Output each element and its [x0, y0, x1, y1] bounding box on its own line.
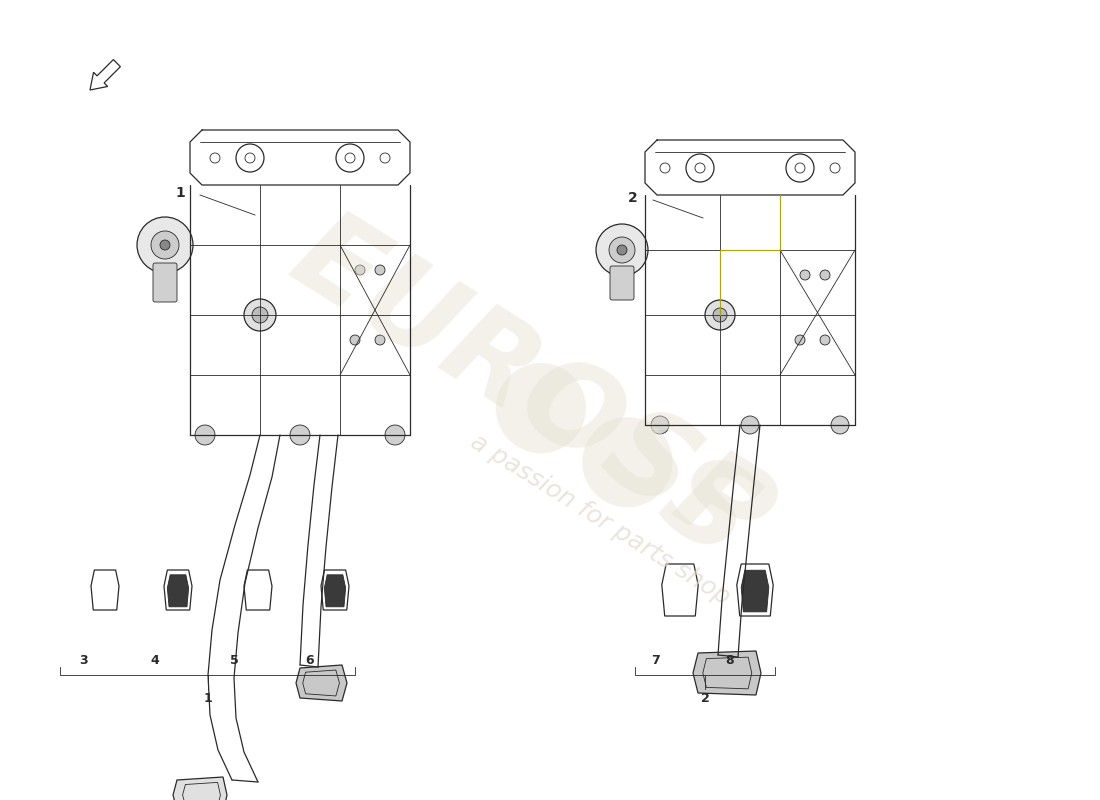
Circle shape — [252, 307, 268, 323]
Circle shape — [830, 416, 849, 434]
Polygon shape — [173, 777, 227, 800]
Circle shape — [820, 270, 830, 280]
Text: a passion for parts shop: a passion for parts shop — [466, 430, 734, 610]
Text: EUROSP: EUROSP — [271, 198, 789, 582]
Circle shape — [138, 217, 192, 273]
Circle shape — [713, 308, 727, 322]
Circle shape — [151, 231, 179, 259]
Circle shape — [355, 265, 365, 275]
Text: 8: 8 — [726, 654, 735, 666]
Polygon shape — [167, 574, 188, 606]
Polygon shape — [741, 570, 769, 612]
Text: 4: 4 — [151, 654, 160, 666]
Circle shape — [820, 335, 830, 345]
Circle shape — [195, 425, 214, 445]
Circle shape — [800, 270, 810, 280]
Polygon shape — [693, 651, 761, 695]
Polygon shape — [296, 665, 346, 701]
Circle shape — [795, 335, 805, 345]
FancyBboxPatch shape — [610, 266, 634, 300]
Circle shape — [160, 240, 170, 250]
Text: 2: 2 — [628, 191, 638, 205]
Circle shape — [651, 416, 669, 434]
Text: 1: 1 — [204, 693, 212, 706]
Text: 1: 1 — [175, 186, 185, 200]
Circle shape — [375, 265, 385, 275]
Circle shape — [596, 224, 648, 276]
Text: 5: 5 — [230, 654, 239, 666]
Circle shape — [741, 416, 759, 434]
Text: 6: 6 — [306, 654, 315, 666]
Circle shape — [290, 425, 310, 445]
Text: 2: 2 — [701, 693, 710, 706]
FancyBboxPatch shape — [153, 263, 177, 302]
Polygon shape — [324, 574, 345, 606]
Circle shape — [705, 300, 735, 330]
Text: 7: 7 — [650, 654, 659, 666]
Circle shape — [385, 425, 405, 445]
Circle shape — [375, 335, 385, 345]
Text: 3: 3 — [79, 654, 87, 666]
Text: ●●S: ●●S — [466, 334, 774, 586]
Circle shape — [617, 245, 627, 255]
Circle shape — [609, 237, 635, 263]
Circle shape — [244, 299, 276, 331]
Circle shape — [350, 335, 360, 345]
